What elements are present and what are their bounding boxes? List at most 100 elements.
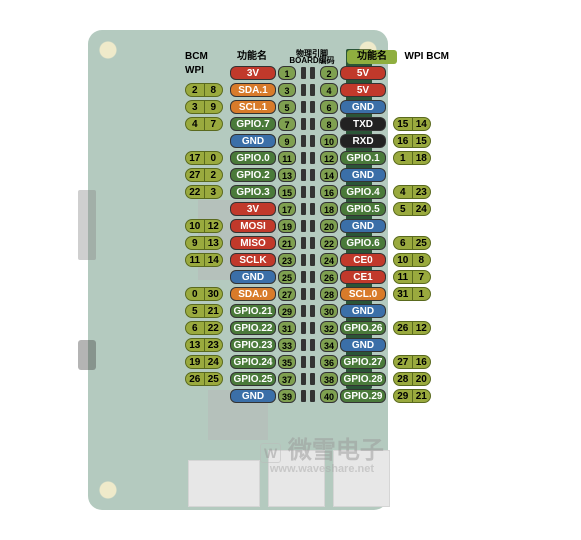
pin-row: 272 GPIO.213 14GND <box>183 167 451 183</box>
right-phys: 18 <box>320 202 338 216</box>
left-bcm-wpi: 2625 <box>185 372 223 386</box>
right-func: GND <box>340 304 386 318</box>
right-wpi-bcm <box>393 100 431 114</box>
left-func: GPIO.23 <box>230 338 276 352</box>
left-func: GPIO.0 <box>230 151 276 165</box>
right-phys: 40 <box>320 389 338 403</box>
pin-row: 223GPIO.31516GPIO.4423 <box>183 184 451 200</box>
left-phys: 7 <box>278 117 296 131</box>
pin-row: 170GPIO.01112GPIO.1118 <box>183 150 451 166</box>
right-phys: 10 <box>320 134 338 148</box>
right-phys: 22 <box>320 236 338 250</box>
right-func: GPIO.27 <box>340 355 386 369</box>
right-phys: 2 <box>320 66 338 80</box>
left-phys: 33 <box>278 338 296 352</box>
right-wpi-bcm: 117 <box>393 270 431 284</box>
right-func: GPIO.26 <box>340 321 386 335</box>
right-wpi-bcm: 118 <box>393 151 431 165</box>
right-func: GND <box>340 100 386 114</box>
right-wpi-bcm: 311 <box>393 287 431 301</box>
pin-row: 913MISO2122GPIO.6625 <box>183 235 451 251</box>
right-func: CE1 <box>340 270 386 284</box>
pin-row: GND2526CE1117 <box>183 269 451 285</box>
left-func: GND <box>230 134 276 148</box>
connector-pins <box>297 66 319 80</box>
left-func: 3V <box>230 202 276 216</box>
left-phys: 29 <box>278 304 296 318</box>
left-phys: 1 <box>278 66 296 80</box>
left-phys: 5 <box>278 100 296 114</box>
audio-jack <box>78 340 96 370</box>
connector-pins <box>297 304 319 318</box>
left-phys: 17 <box>278 202 296 216</box>
right-wpi-bcm <box>393 168 431 182</box>
right-func: CE0 <box>340 253 386 267</box>
left-bcm-wpi: 223 <box>185 185 223 199</box>
left-bcm-wpi: 47 <box>185 117 223 131</box>
right-func: GPIO.1 <box>340 151 386 165</box>
right-phys: 8 <box>320 117 338 131</box>
pin-row: 3V125V <box>183 65 451 81</box>
left-bcm-wpi: 1924 <box>185 355 223 369</box>
right-wpi-bcm <box>393 66 431 80</box>
pin-row: 622GPIO.223132GPIO.262612 <box>183 320 451 336</box>
left-func: GND <box>230 270 276 284</box>
right-wpi-bcm: 1615 <box>393 134 431 148</box>
right-func: GND <box>340 168 386 182</box>
right-phys: 6 <box>320 100 338 114</box>
connector-pins <box>297 236 319 250</box>
connector-pins <box>297 355 319 369</box>
right-wpi-bcm: 423 <box>393 185 431 199</box>
right-wpi-bcm <box>393 83 431 97</box>
right-func: GND <box>340 219 386 233</box>
pin-row: 1323GPIO.233334GND <box>183 337 451 353</box>
right-phys: 34 <box>320 338 338 352</box>
right-wpi-bcm: 2612 <box>393 321 431 335</box>
right-phys: 26 <box>320 270 338 284</box>
left-func: GPIO.21 <box>230 304 276 318</box>
pin-row: 2625GPIO.253738GPIO.282820 <box>183 371 451 387</box>
pin-row: GND3940GPIO.292921 <box>183 388 451 404</box>
connector-pins <box>297 219 319 233</box>
right-func: 5V <box>340 66 386 80</box>
left-func: GPIO.24 <box>230 355 276 369</box>
left-bcm-wpi: 1114 <box>185 253 223 267</box>
right-wpi-bcm <box>393 338 431 352</box>
pin-row: 030SDA.02728SCL.0311 <box>183 286 451 302</box>
left-func: SCL.1 <box>230 100 276 114</box>
left-phys: 39 <box>278 389 296 403</box>
right-func: GPIO.4 <box>340 185 386 199</box>
left-bcm-wpi: 622 <box>185 321 223 335</box>
left-bcm-wpi <box>185 389 223 403</box>
connector-pins <box>297 134 319 148</box>
left-bcm-wpi <box>185 270 223 284</box>
connector-pins <box>297 338 319 352</box>
left-func: GPIO.7 <box>230 117 276 131</box>
left-phys: 21 <box>278 236 296 250</box>
left-bcm-wpi: 272 <box>185 168 223 182</box>
left-func: GPIO.3 <box>230 185 276 199</box>
pin-row: 1114SCLK2324CE0108 <box>183 252 451 268</box>
connector-pins <box>297 253 319 267</box>
right-wpi-bcm <box>393 219 431 233</box>
right-phys: 28 <box>320 287 338 301</box>
right-wpi-bcm: 1514 <box>393 117 431 131</box>
connector-pins <box>297 202 319 216</box>
connector-pins <box>297 389 319 403</box>
left-func: SDA.0 <box>230 287 276 301</box>
right-wpi-bcm: 2716 <box>393 355 431 369</box>
right-func: GPIO.29 <box>340 389 386 403</box>
right-func: SCL.0 <box>340 287 386 301</box>
left-bcm-wpi: 030 <box>185 287 223 301</box>
left-bcm-wpi <box>185 134 223 148</box>
right-phys: 14 <box>320 168 338 182</box>
connector-pins <box>297 287 319 301</box>
left-bcm-wpi: 39 <box>185 100 223 114</box>
right-phys: 36 <box>320 355 338 369</box>
left-phys: 3 <box>278 83 296 97</box>
right-func: GPIO.28 <box>340 372 386 386</box>
left-func: SCLK <box>230 253 276 267</box>
left-phys: 13 <box>278 168 296 182</box>
left-func: GPIO.2 <box>230 168 276 182</box>
connector-pins <box>297 321 319 335</box>
